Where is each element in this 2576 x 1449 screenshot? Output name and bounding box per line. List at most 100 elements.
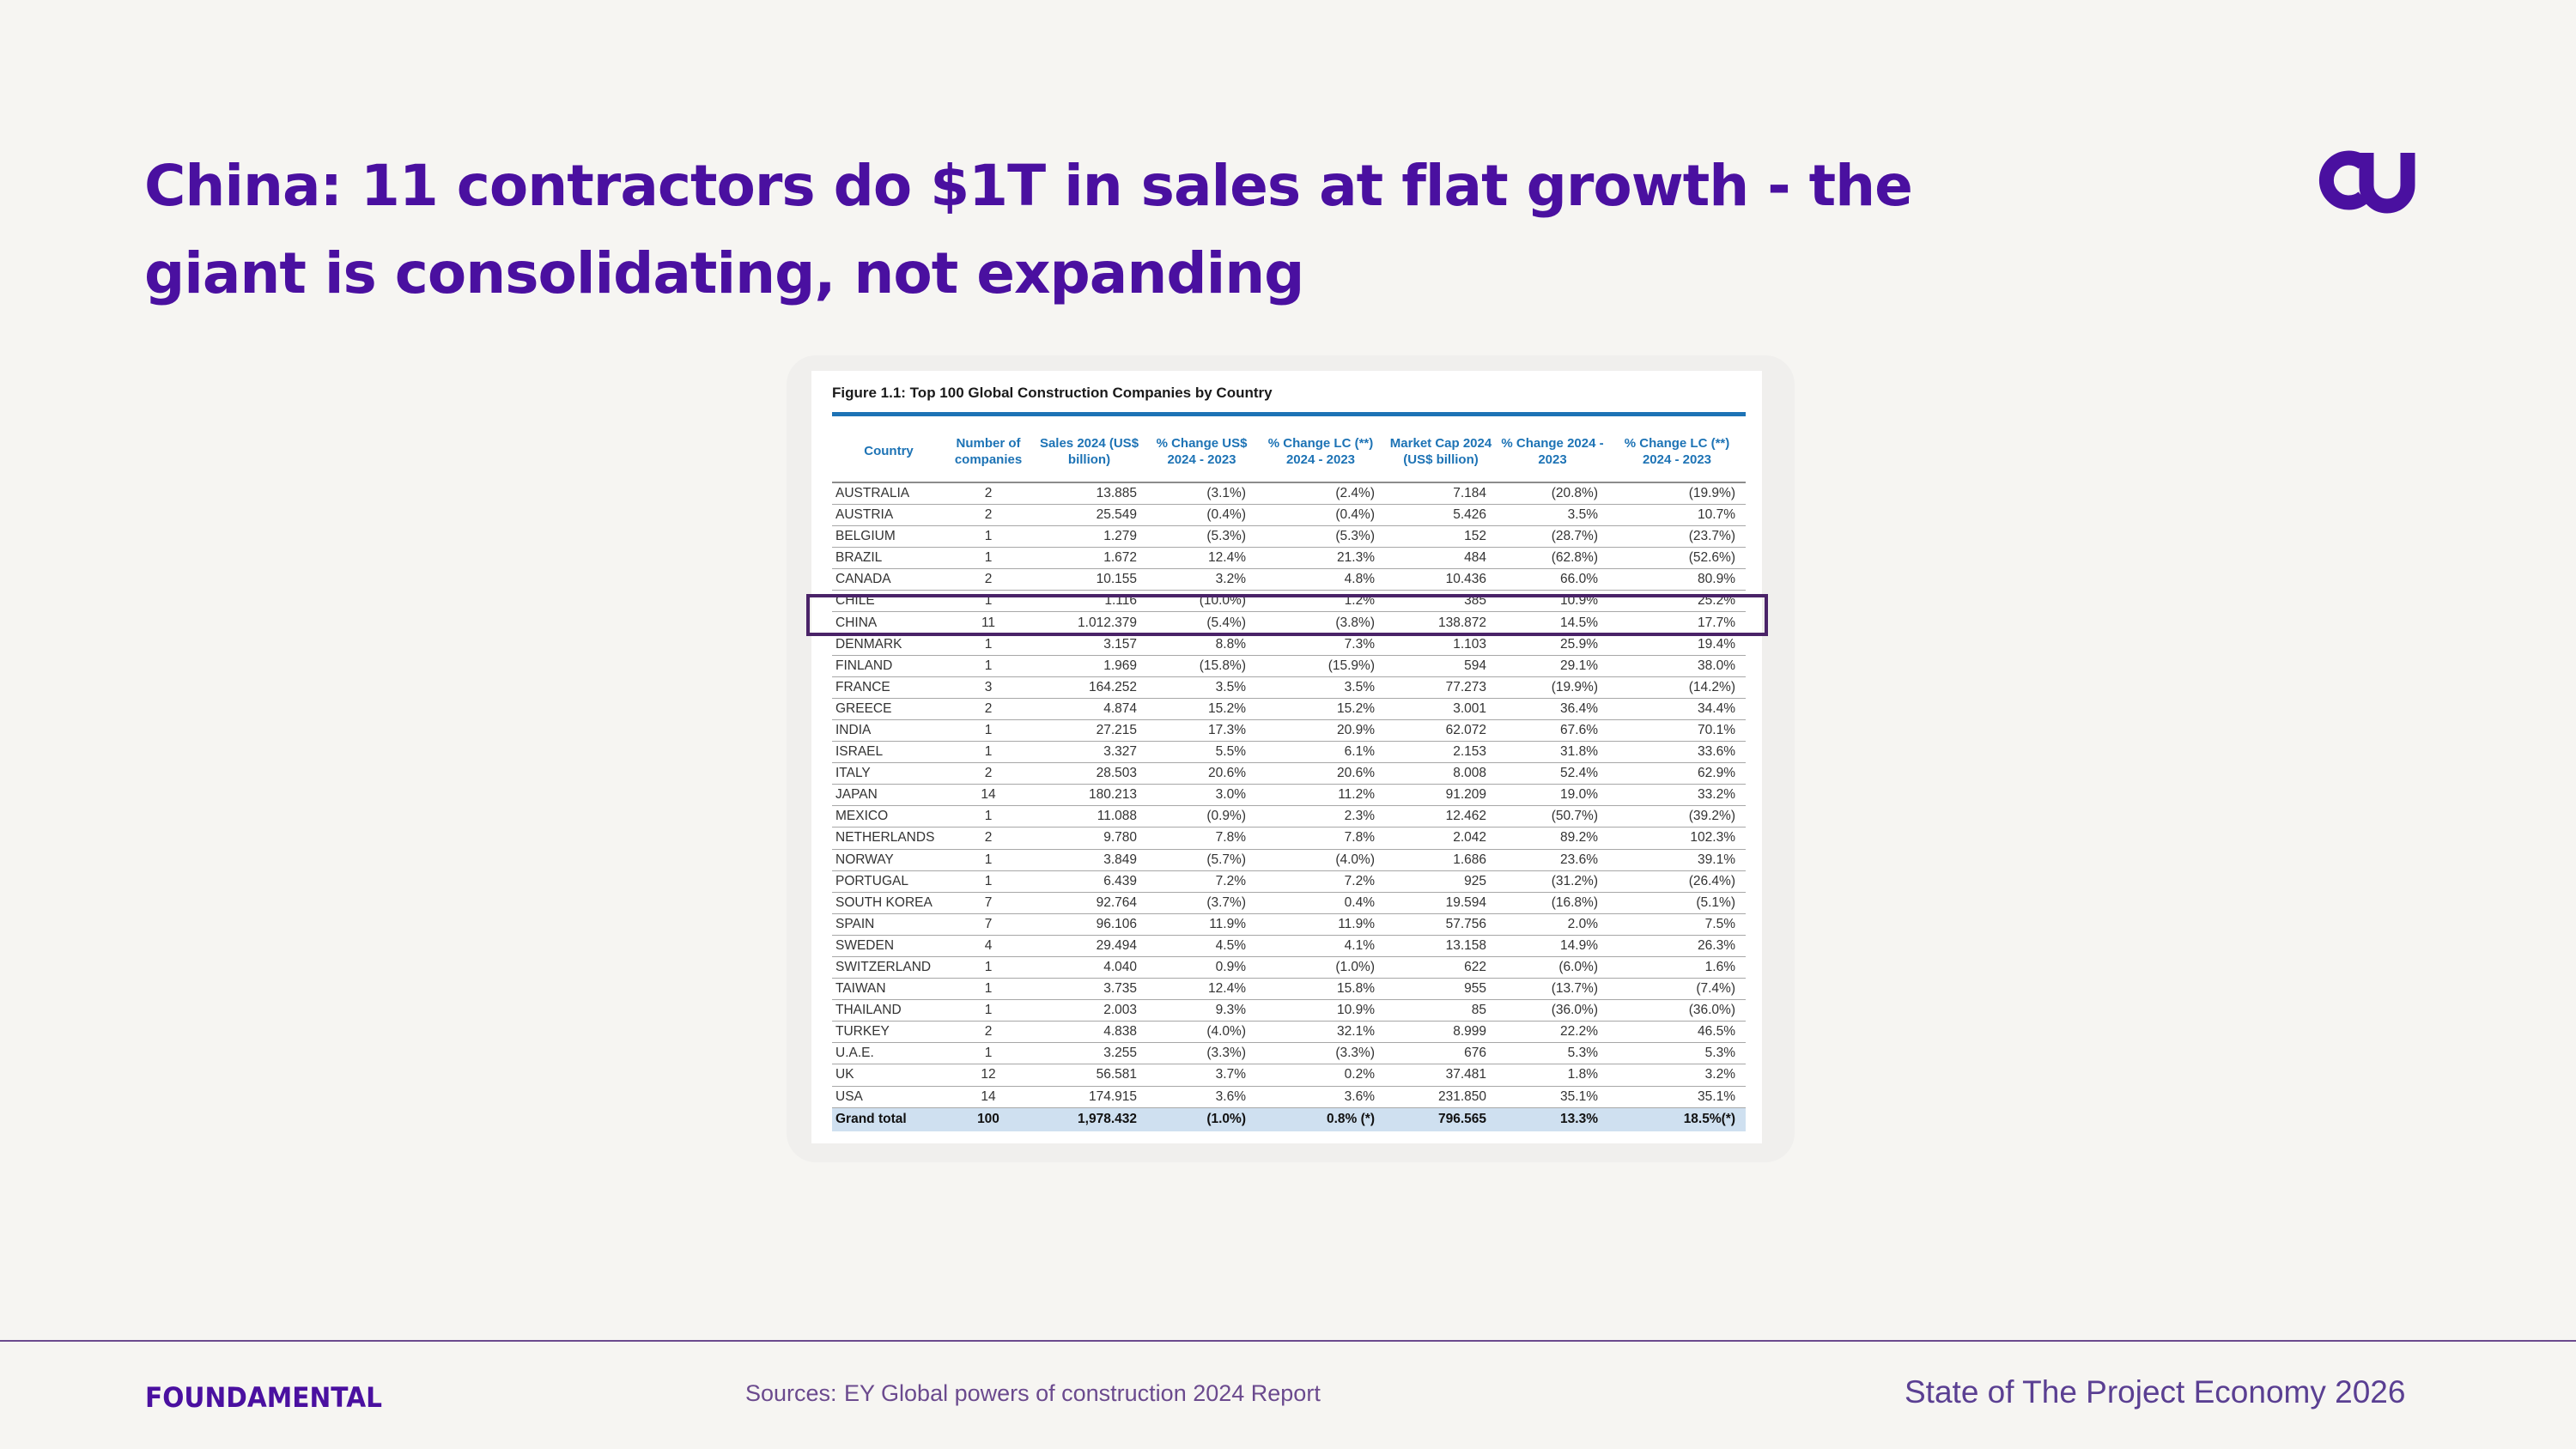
table-cell: 34.4% — [1608, 698, 1746, 720]
table-cell: 174.915 — [1031, 1086, 1147, 1108]
total-cell: 1,978.432 — [1031, 1107, 1147, 1132]
table-cell: 36.4% — [1497, 698, 1608, 720]
table-cell: 1.103 — [1385, 634, 1497, 656]
table-cell: 1 — [945, 1042, 1031, 1065]
table-cell: 39.1% — [1608, 849, 1746, 871]
table-cell: AUSTRIA — [832, 504, 945, 527]
table-cell: 3.255 — [1031, 1042, 1147, 1065]
foundamental-logo: FOUNDAMENTAL — [145, 1383, 382, 1409]
table-cell: 2 — [945, 504, 1031, 527]
table-cell: 7.3% — [1256, 634, 1385, 656]
table-row: CANADA 2 10.155 3.2% 4.8% 10.436 66.0% 80.9% — [832, 568, 1746, 591]
cu-brand-mark-icon — [2318, 150, 2415, 214]
table-cell: 56.581 — [1031, 1064, 1147, 1087]
table-cell: 15.2% — [1256, 698, 1385, 720]
table-cell: 14.9% — [1497, 935, 1608, 957]
table-cell: 62.072 — [1385, 719, 1497, 743]
table-cell: AUSTRALIA — [832, 482, 945, 505]
table-cell: 1.2% — [1256, 590, 1385, 613]
table-cell: 35.1% — [1497, 1086, 1608, 1108]
table-cell: 1.6% — [1608, 956, 1746, 979]
table-cell: 1 — [945, 547, 1031, 570]
table-cell: INDIA — [832, 719, 945, 743]
table-cell: 1 — [945, 978, 1031, 1001]
table-cell: 6.439 — [1031, 870, 1147, 893]
table-header-row: Country Number of companies Sales 2024 (US… — [832, 421, 1746, 483]
table-cell: 20.6% — [1147, 762, 1256, 785]
table-cell: (28.7%) — [1497, 525, 1608, 549]
table-cell: 80.9% — [1608, 568, 1746, 591]
table-cell: 5.5% — [1147, 741, 1256, 764]
table-cell: 2 — [945, 827, 1031, 850]
table-cell: 594 — [1385, 655, 1497, 677]
table-cell: 8.999 — [1385, 1021, 1497, 1044]
table-cell: 13.158 — [1385, 935, 1497, 957]
table-cell: NETHERLANDS — [832, 827, 945, 850]
table-cell: 3.735 — [1031, 978, 1147, 1001]
table-cell: 1.116 — [1031, 590, 1147, 613]
table-cell: 11 — [945, 611, 1031, 634]
table-cell: 19.594 — [1385, 892, 1497, 914]
table-cell: 9.780 — [1031, 827, 1147, 850]
table-cell: 15.8% — [1256, 978, 1385, 1001]
column-header: Number of companies — [945, 421, 1031, 483]
table-cell: 25.9% — [1497, 634, 1608, 656]
table-cell: 1.8% — [1497, 1064, 1608, 1087]
total-cell: (1.0%) — [1147, 1107, 1256, 1132]
table-cell: 29.494 — [1031, 935, 1147, 957]
table-cell: 2.3% — [1256, 805, 1385, 828]
table-cell: 2 — [945, 1021, 1031, 1044]
table-cell: CHINA — [832, 611, 945, 634]
table-cell: CHILE — [832, 590, 945, 613]
table-cell: 2 — [945, 698, 1031, 720]
table-cell: 10.436 — [1385, 568, 1497, 591]
table-cell: (3.3%) — [1256, 1042, 1385, 1065]
table-cell: 4.5% — [1147, 935, 1256, 957]
table-cell: 12.462 — [1385, 805, 1497, 828]
table-cell: (50.7%) — [1497, 805, 1608, 828]
table-row: FINLAND 1 1.969 (15.8%) (15.9%) 594 29.1% 38.0% — [832, 655, 1746, 677]
total-cell: 0.8% (*) — [1256, 1107, 1385, 1132]
table-cell: 3 — [945, 676, 1031, 699]
total-cell: 13.3% — [1497, 1107, 1608, 1132]
table-cell: TURKEY — [832, 1021, 945, 1044]
table-cell: 7.2% — [1256, 870, 1385, 893]
table-cell: 20.9% — [1256, 719, 1385, 743]
table-row: GREECE 2 4.874 15.2% 15.2% 3.001 36.4% 34.4% — [832, 698, 1746, 720]
table-cell: SWEDEN — [832, 935, 945, 957]
table-cell: (19.9%) — [1608, 482, 1746, 505]
table-row: BELGIUM 1 1.279 (5.3%) (5.3%) 152 (28.7%) (23.7… — [832, 525, 1746, 549]
column-header: Market Cap 2024 (US$ billion) — [1385, 421, 1497, 483]
table-cell: FRANCE — [832, 676, 945, 699]
table-cell: 1 — [945, 590, 1031, 613]
table-cell: (5.3%) — [1256, 525, 1385, 549]
table-cell: 23.6% — [1497, 849, 1608, 871]
table-cell: 38.0% — [1608, 655, 1746, 677]
table-cell: (0.4%) — [1147, 504, 1256, 527]
column-header: Country — [832, 421, 945, 483]
table-cell: 66.0% — [1497, 568, 1608, 591]
table-cell: BRAZIL — [832, 547, 945, 570]
table-cell: 3.849 — [1031, 849, 1147, 871]
table-cell: (15.8%) — [1147, 655, 1256, 677]
table-row: NORWAY 1 3.849 (5.7%) (4.0%) 1.686 23.6% 39.1% — [832, 849, 1746, 871]
table-cell: 7.5% — [1608, 913, 1746, 936]
table-cell: 35.1% — [1608, 1086, 1746, 1108]
table-cell: 7.184 — [1385, 482, 1497, 505]
table-row: THAILAND 1 2.003 9.3% 10.9% 85 (36.0%) (36.0%) — [832, 999, 1746, 1022]
table-cell: 164.252 — [1031, 676, 1147, 699]
table-row: INDIA 1 27.215 17.3% 20.9% 62.072 67.6% 70.1% — [832, 719, 1746, 743]
table-cell: 14.5% — [1497, 611, 1608, 634]
table-cell: 25.549 — [1031, 504, 1147, 527]
table-cell: (5.1%) — [1608, 892, 1746, 914]
table-cell: (31.2%) — [1497, 870, 1608, 893]
table-cell: 20.6% — [1256, 762, 1385, 785]
table-cell: (3.8%) — [1256, 611, 1385, 634]
table-cell: 77.273 — [1385, 676, 1497, 699]
table-cell: DENMARK — [832, 634, 945, 656]
total-cell: Grand total — [832, 1107, 945, 1132]
table-cell: 8.8% — [1147, 634, 1256, 656]
table-cell: USA — [832, 1086, 945, 1108]
table-cell: 3.5% — [1497, 504, 1608, 527]
table-cell: 1 — [945, 805, 1031, 828]
